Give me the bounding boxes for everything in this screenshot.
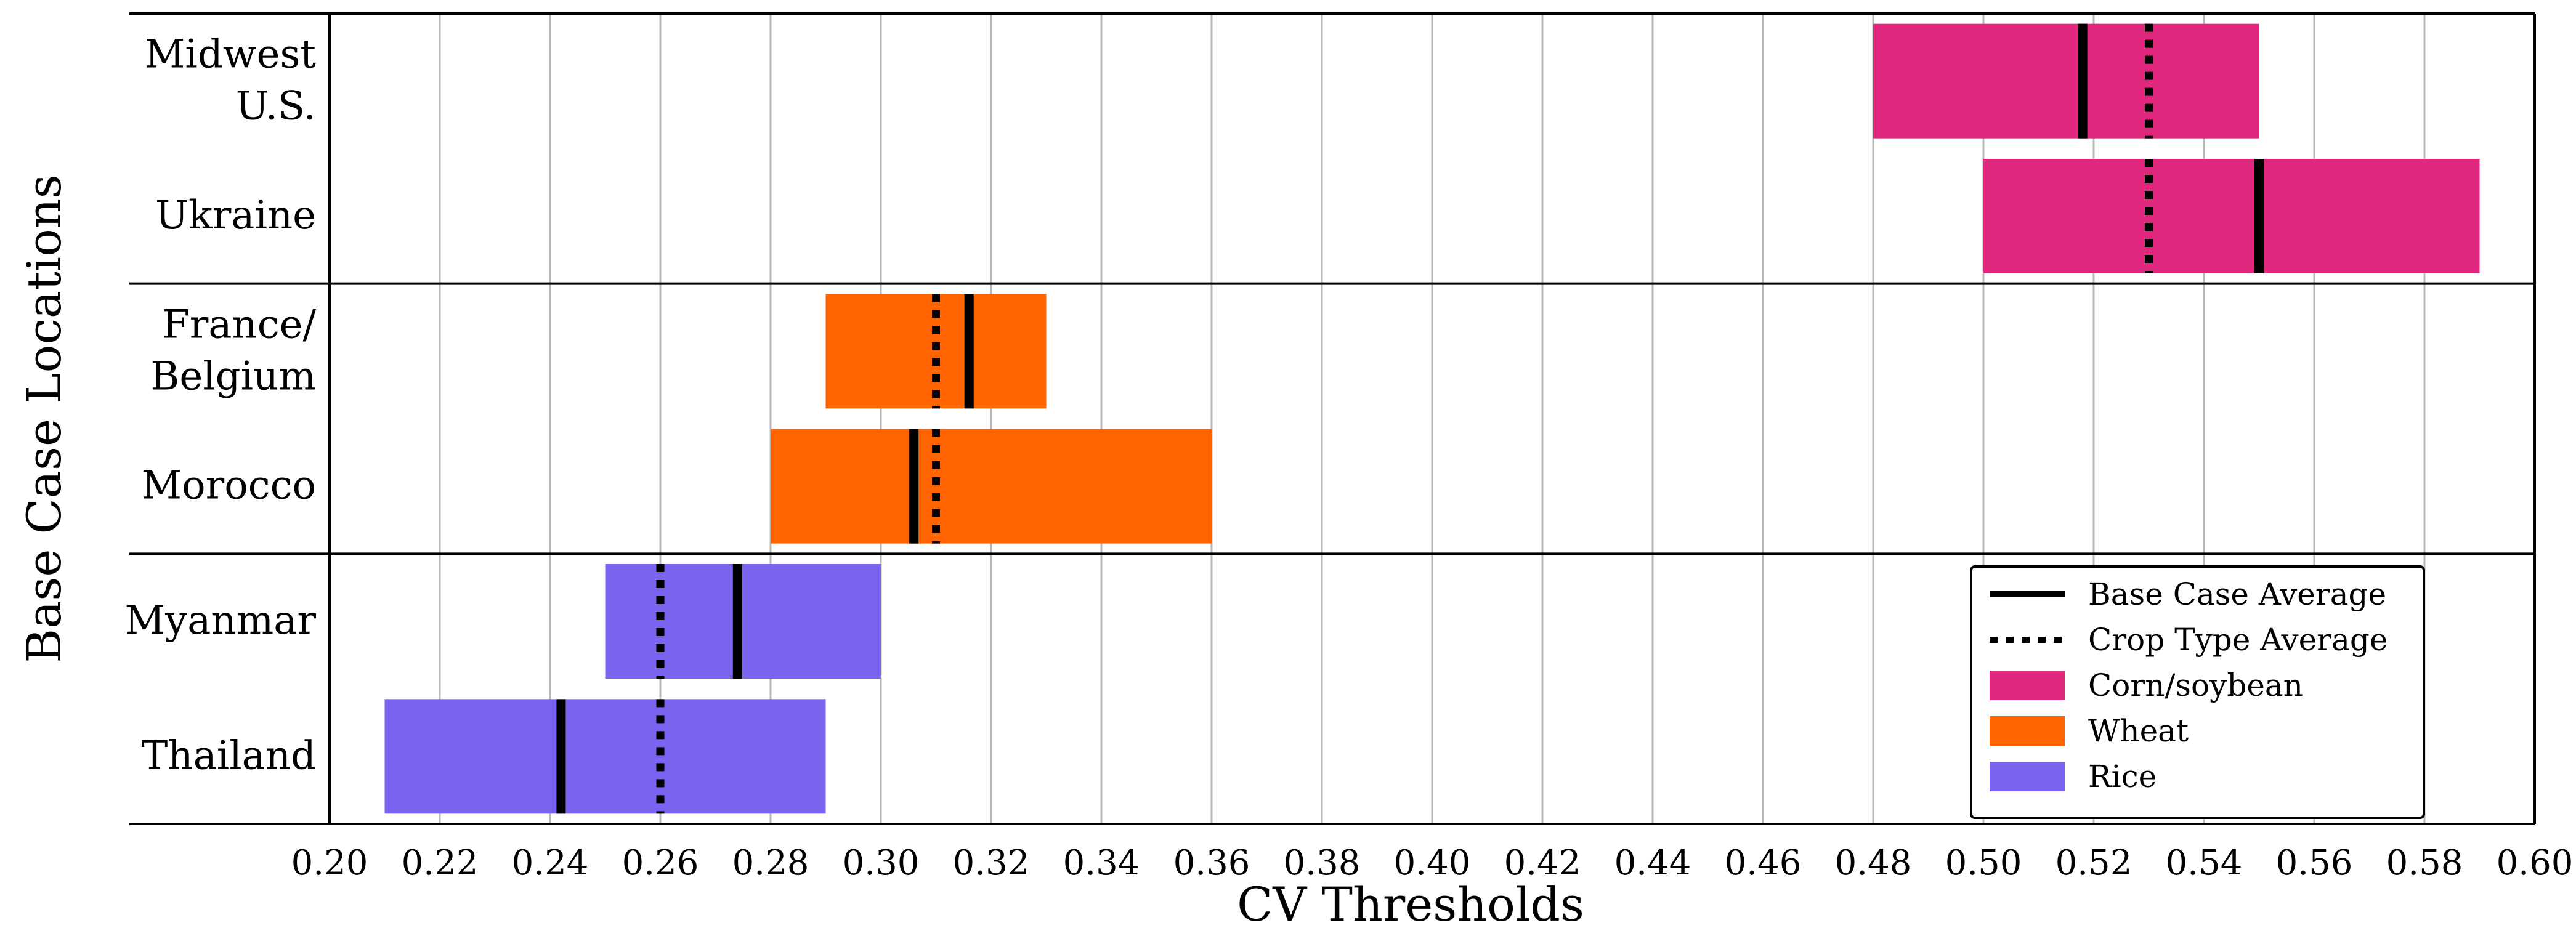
- x-tick-label: 0.32: [953, 843, 1030, 883]
- legend-color-swatch: [1990, 762, 2065, 791]
- x-axis: 0.20 0.22 0.24 0.26 0.28 0.30 0.32 0.34 0.36 0.38…: [291, 843, 2574, 883]
- x-tick-label: 0.34: [1063, 843, 1140, 883]
- x-tick-label: 0.52: [2056, 843, 2132, 883]
- y-category-label: Midwest: [145, 32, 316, 78]
- x-tick-label: 0.44: [1614, 843, 1691, 883]
- range-bar: [1983, 159, 2480, 273]
- x-tick-label: 0.56: [2276, 843, 2353, 883]
- x-tick-label: 0.30: [843, 843, 920, 883]
- plot-frame: [129, 12, 2536, 825]
- y-category-label: Ukraine: [155, 193, 316, 238]
- legend-label: Crop Type Average: [2088, 622, 2388, 658]
- x-tick-label: 0.42: [1504, 843, 1581, 883]
- y-category-label: Belgium: [150, 353, 316, 399]
- x-axis-title: CV Thresholds: [1237, 877, 1584, 932]
- y-category-label: Morocco: [142, 463, 316, 509]
- x-tick-label: 0.26: [622, 843, 699, 883]
- x-tick-label: 0.36: [1173, 843, 1250, 883]
- legend-label: Wheat: [2088, 713, 2189, 749]
- legend-label: Base Case Average: [2088, 576, 2386, 612]
- x-tick-label: 0.40: [1394, 843, 1471, 883]
- x-tick-label: 0.48: [1835, 843, 1912, 883]
- y-category-label: U.S.: [236, 84, 316, 129]
- legend: Base Case Average Crop Type Average Corn/s…: [1970, 565, 2425, 819]
- grid: [439, 14, 2426, 824]
- x-tick-label: 0.58: [2386, 843, 2463, 883]
- legend-color-swatch: [1990, 671, 2065, 700]
- axis-titles: CV Thresholds Base Case Locations: [17, 174, 1584, 932]
- x-tick-label: 0.38: [1284, 843, 1361, 883]
- x-tick-label: 0.50: [1945, 843, 2022, 883]
- x-tick-label: 0.24: [512, 843, 589, 883]
- x-tick-label: 0.22: [402, 843, 479, 883]
- y-axis: Midwest U.S. Ukraine France/Belgium Morocco M…: [125, 32, 317, 779]
- y-axis-title: Base Case Locations: [17, 174, 71, 663]
- y-category-label: Myanmar: [125, 598, 317, 644]
- x-tick-label: 0.46: [1725, 843, 1802, 883]
- x-tick-label: 0.60: [2497, 843, 2574, 883]
- x-tick-label: 0.54: [2166, 843, 2243, 883]
- legend-color-swatch: [1990, 716, 2065, 746]
- x-tick-label: 0.20: [291, 843, 368, 883]
- legend-label: Corn/soybean: [2088, 668, 2303, 703]
- range-bar: [605, 564, 881, 679]
- x-tick-label: 0.28: [732, 843, 809, 883]
- y-category-label: France/: [162, 302, 316, 347]
- bars: [384, 23, 2480, 814]
- legend-label: Rice: [2088, 759, 2157, 794]
- y-category-label: Thailand: [142, 733, 316, 778]
- range-bar: [771, 429, 1212, 544]
- range-bar: [384, 699, 826, 814]
- legend-box: [1970, 565, 2425, 819]
- range-bar: [1873, 23, 2259, 139]
